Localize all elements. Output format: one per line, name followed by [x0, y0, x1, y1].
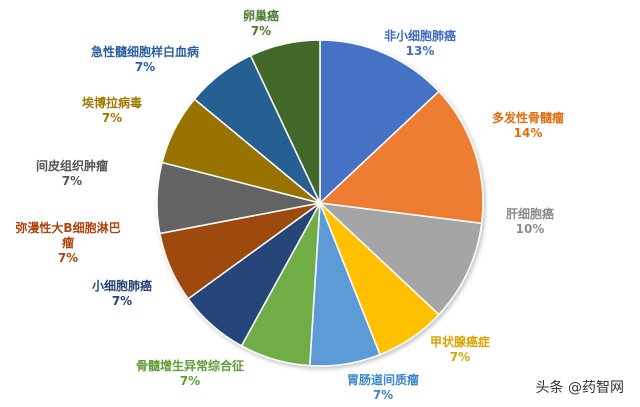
slice-value-label: 13% — [406, 44, 435, 58]
slice-label: 多发性骨髓瘤 14% — [492, 110, 564, 140]
slice-label: 胃肠道间质瘤 7% — [347, 372, 419, 402]
slice-value-label: 7% — [450, 350, 470, 364]
slice-label-line: 卵巢癌 — [243, 8, 279, 23]
pie-slice — [319, 39, 440, 205]
slice-label: 埃博拉病毒 7% — [82, 95, 142, 125]
slice-label-line: 间皮组织肿瘤 — [36, 158, 108, 173]
slice-label-line: 瘤 — [62, 235, 74, 250]
slice-label-line: 埃博拉病毒 — [82, 95, 142, 110]
slice-value-label: 10% — [516, 222, 545, 236]
slice-label: 小细胞肺癌 7% — [92, 278, 152, 308]
slice-label-line: 弥漫性大B细胞淋巴 — [15, 220, 120, 235]
slice-value-label: 7% — [112, 294, 132, 308]
slice-value-label: 7% — [62, 174, 82, 188]
slice-label-line: 小细胞肺癌 — [92, 278, 152, 293]
slice-label: 急性髓细胞样白血病 7% — [91, 44, 199, 74]
slice-label-line: 急性髓细胞样白血病 — [91, 44, 199, 59]
slice-label-line: 甲状腺癌症 — [430, 334, 490, 349]
slice-label: 间皮组织肿瘤 7% — [36, 158, 108, 188]
slice-label-line: 胃肠道间质瘤 — [347, 372, 419, 387]
slice-value-label: 7% — [180, 374, 200, 388]
pie-slice — [317, 201, 483, 316]
pie-slice — [318, 90, 484, 225]
slice-label: 肝细胞癌 10% — [506, 206, 554, 236]
slice-value-label: 14% — [514, 126, 543, 140]
pie-slices — [156, 39, 484, 367]
slice-label: 非小细胞肺癌 13% — [384, 28, 456, 58]
pie-slice — [249, 39, 321, 204]
slice-label-line: 非小细胞肺癌 — [384, 28, 456, 43]
slice-value-label: 7% — [58, 251, 78, 265]
slice-value-label: 7% — [251, 24, 271, 38]
slice-label: 甲状腺癌症 7% — [430, 334, 490, 364]
slice-label-line: 骨髓增生异常综合征 — [136, 358, 244, 373]
slice-label-line: 多发性骨髓瘤 — [492, 110, 564, 125]
pie-labels: 非小细胞肺癌 13%多发性骨髓瘤 14%肝细胞癌 10%甲状腺癌症 7%胃肠道间质瘤 7%… — [15, 8, 564, 402]
slice-label: 卵巢癌 7% — [243, 8, 279, 38]
slice-value-label: 7% — [102, 111, 122, 125]
slice-value-label: 7% — [135, 60, 155, 74]
slice-label-line: 肝细胞癌 — [506, 206, 554, 221]
slice-label: 弥漫性大B细胞淋巴瘤 7% — [15, 220, 120, 265]
slice-label: 骨髓增生异常综合征 7% — [136, 358, 244, 388]
slice-value-label: 7% — [373, 388, 393, 402]
watermark: 头条 @药智网 — [529, 375, 630, 399]
